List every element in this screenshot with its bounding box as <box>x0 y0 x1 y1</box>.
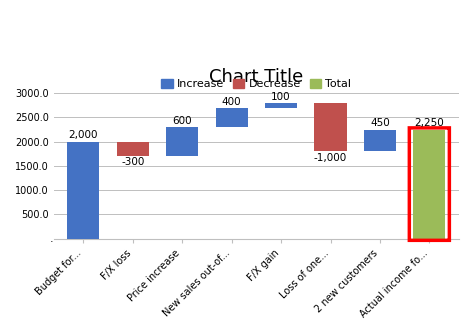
Text: 450: 450 <box>370 118 390 128</box>
Text: 600: 600 <box>173 116 192 126</box>
Bar <box>413 130 446 238</box>
Text: -300: -300 <box>121 157 145 167</box>
Bar <box>265 103 297 108</box>
Legend: Increase, Decrease, Total: Increase, Decrease, Total <box>157 74 356 94</box>
Bar <box>216 108 248 127</box>
Text: 400: 400 <box>222 97 241 107</box>
Text: 2,000: 2,000 <box>69 131 98 141</box>
Text: 2,250: 2,250 <box>414 118 444 128</box>
Title: Chart Title: Chart Title <box>209 68 303 86</box>
Text: 100: 100 <box>271 92 291 102</box>
Text: -1,000: -1,000 <box>314 153 347 163</box>
Bar <box>364 130 396 151</box>
Bar <box>314 103 346 151</box>
Bar <box>67 142 100 238</box>
Bar <box>117 142 149 156</box>
Bar <box>166 127 198 156</box>
Text: .: . <box>50 234 54 243</box>
